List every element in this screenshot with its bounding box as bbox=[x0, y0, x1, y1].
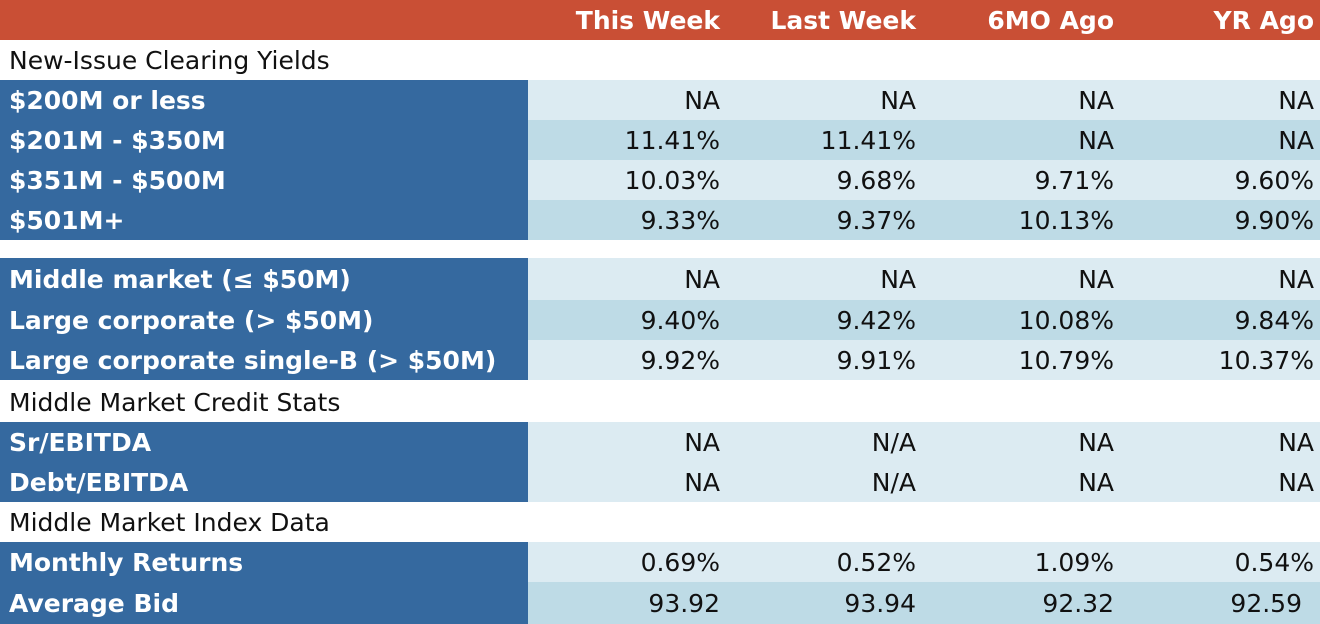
value-yr-ago: NA bbox=[1118, 462, 1320, 502]
row-label: Large corporate single-B (> $50M) bbox=[0, 340, 528, 380]
row-label: Sr/EBITDA bbox=[0, 422, 528, 462]
value-this-week: 11.41% bbox=[528, 120, 724, 160]
value-this-week: 10.03% bbox=[528, 160, 724, 200]
value-this-week: 0.69% bbox=[528, 542, 724, 582]
header-this-week: This Week bbox=[575, 5, 720, 35]
value-last-week: NA bbox=[724, 258, 920, 300]
value-this-week: 9.33% bbox=[528, 200, 724, 240]
value-last-week: N/A bbox=[724, 422, 920, 462]
value-yr-ago: 92.59 bbox=[1118, 582, 1320, 624]
table-row: $201M - $350M 11.41% 11.41% NA NA bbox=[0, 120, 1320, 160]
header-row: This Week Last Week 6MO Ago YR Ago bbox=[0, 0, 1320, 40]
table-row: Middle market (≤ $50M) NA NA NA NA bbox=[0, 258, 1320, 300]
value-last-week: 11.41% bbox=[724, 120, 920, 160]
value-this-week: 93.92 bbox=[528, 582, 724, 624]
section-title: New-Issue Clearing Yields bbox=[9, 45, 330, 75]
table-row: Monthly Returns 0.69% 0.52% 1.09% 0.54% bbox=[0, 542, 1320, 582]
header-6mo-ago: 6MO Ago bbox=[987, 5, 1114, 35]
header-last-week: Last Week bbox=[770, 5, 916, 35]
value-yr-ago: 9.84% bbox=[1118, 300, 1320, 340]
value-6mo-ago: 1.09% bbox=[920, 542, 1118, 582]
row-separator bbox=[0, 240, 1320, 258]
value-6mo-ago: NA bbox=[920, 422, 1118, 462]
row-label: Large corporate (> $50M) bbox=[0, 300, 528, 340]
value-6mo-ago: NA bbox=[920, 80, 1118, 120]
table-row: Large corporate (> $50M) 9.40% 9.42% 10.… bbox=[0, 300, 1320, 340]
value-this-week: 9.92% bbox=[528, 340, 724, 380]
value-yr-ago: 9.60% bbox=[1118, 160, 1320, 200]
row-label: $201M - $350M bbox=[0, 120, 528, 160]
value-yr-ago: 9.90% bbox=[1118, 200, 1320, 240]
row-label: Middle market (≤ $50M) bbox=[0, 258, 528, 300]
value-6mo-ago: 9.71% bbox=[920, 160, 1118, 200]
value-this-week: NA bbox=[528, 258, 724, 300]
value-last-week: 9.68% bbox=[724, 160, 920, 200]
row-label: $351M - $500M bbox=[0, 160, 528, 200]
value-last-week: NA bbox=[724, 80, 920, 120]
value-yr-ago: NA bbox=[1118, 80, 1320, 120]
section-title-row: Middle Market Credit Stats bbox=[0, 382, 1320, 422]
section-title-row: New-Issue Clearing Yields bbox=[0, 40, 1320, 80]
value-this-week: NA bbox=[528, 80, 724, 120]
table-row: $501M+ 9.33% 9.37% 10.13% 9.90% bbox=[0, 200, 1320, 240]
table-row: Average Bid 93.92 93.94 92.32 92.59 bbox=[0, 582, 1320, 624]
row-label: Debt/EBITDA bbox=[0, 462, 528, 502]
value-6mo-ago: 10.79% bbox=[920, 340, 1118, 380]
table-row: Sr/EBITDA NA N/A NA NA bbox=[0, 422, 1320, 462]
row-label: Average Bid bbox=[0, 582, 528, 624]
value-last-week: 0.52% bbox=[724, 542, 920, 582]
value-last-week: 9.91% bbox=[724, 340, 920, 380]
value-this-week: NA bbox=[528, 422, 724, 462]
value-yr-ago: NA bbox=[1118, 258, 1320, 300]
header-yr-ago: YR Ago bbox=[1213, 5, 1314, 35]
table-row: $200M or less NA NA NA NA bbox=[0, 80, 1320, 120]
value-yr-ago: 0.54% bbox=[1118, 542, 1320, 582]
section-title: Middle Market Index Data bbox=[9, 507, 330, 537]
row-label: Monthly Returns bbox=[0, 542, 528, 582]
value-6mo-ago: NA bbox=[920, 120, 1118, 160]
table-row: Debt/EBITDA NA N/A NA NA bbox=[0, 462, 1320, 502]
row-label: $501M+ bbox=[0, 200, 528, 240]
value-this-week: 9.40% bbox=[528, 300, 724, 340]
value-6mo-ago: 10.13% bbox=[920, 200, 1118, 240]
value-last-week: 9.37% bbox=[724, 200, 920, 240]
section-title-row: Middle Market Index Data bbox=[0, 502, 1320, 542]
value-yr-ago: NA bbox=[1118, 422, 1320, 462]
value-6mo-ago: 92.32 bbox=[920, 582, 1118, 624]
value-6mo-ago: NA bbox=[920, 258, 1118, 300]
value-yr-ago: 10.37% bbox=[1118, 340, 1320, 380]
row-label: $200M or less bbox=[0, 80, 528, 120]
table-row: Large corporate single-B (> $50M) 9.92% … bbox=[0, 340, 1320, 380]
value-this-week: NA bbox=[528, 462, 724, 502]
table-row: $351M - $500M 10.03% 9.68% 9.71% 9.60% bbox=[0, 160, 1320, 200]
header-blank-cell bbox=[0, 0, 528, 40]
value-6mo-ago: NA bbox=[920, 462, 1118, 502]
value-last-week: 93.94 bbox=[724, 582, 920, 624]
value-last-week: 9.42% bbox=[724, 300, 920, 340]
value-yr-ago: NA bbox=[1118, 120, 1320, 160]
section-title: Middle Market Credit Stats bbox=[9, 387, 341, 417]
value-last-week: N/A bbox=[724, 462, 920, 502]
value-6mo-ago: 10.08% bbox=[920, 300, 1118, 340]
